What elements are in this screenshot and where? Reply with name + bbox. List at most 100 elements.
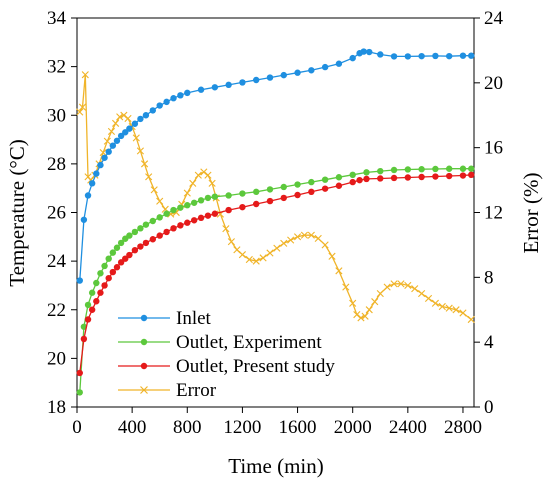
data-point-error bbox=[81, 71, 89, 79]
y-tick-label: 24 bbox=[47, 251, 67, 272]
data-point-inlet bbox=[84, 192, 92, 199]
data-point-error bbox=[140, 160, 149, 168]
data-point-inlet bbox=[308, 67, 315, 74]
data-point-error bbox=[349, 299, 357, 307]
data-point-outlet-present-study bbox=[97, 289, 104, 296]
data-point-error bbox=[208, 179, 216, 187]
data-point-inlet bbox=[149, 107, 157, 114]
data-point-outlet-present-study bbox=[93, 298, 100, 305]
legend-label-inlet: Inlet bbox=[176, 308, 212, 329]
data-point-outlet-present-study bbox=[163, 228, 170, 236]
data-point-error bbox=[452, 306, 460, 314]
data-point-error bbox=[107, 127, 116, 136]
data-point-outlet-experiment bbox=[335, 174, 343, 181]
data-point-error bbox=[103, 137, 111, 145]
data-point-outlet-experiment bbox=[113, 244, 121, 251]
data-point-outlet-experiment bbox=[266, 186, 274, 193]
data-point-outlet-experiment bbox=[390, 166, 398, 174]
y-tick-label: 20 bbox=[47, 348, 66, 369]
data-point-outlet-present-study bbox=[445, 172, 453, 180]
data-point-error bbox=[376, 289, 384, 298]
data-point-inlet bbox=[76, 277, 83, 284]
data-point-outlet-experiment bbox=[177, 204, 184, 211]
data-point-error bbox=[252, 257, 260, 265]
data-point-outlet-experiment bbox=[404, 166, 412, 173]
data-point-outlet-present-study bbox=[225, 206, 232, 214]
data-point-error bbox=[404, 281, 412, 290]
data-point-outlet-present-study bbox=[280, 194, 287, 202]
data-point-error bbox=[222, 225, 230, 233]
data-point-error bbox=[76, 108, 84, 116]
series-line-outlet-present-study bbox=[79, 174, 472, 374]
data-point-outlet-experiment bbox=[88, 289, 96, 296]
data-point-error bbox=[342, 283, 350, 291]
data-point-error bbox=[390, 280, 398, 288]
data-point-inlet bbox=[366, 48, 373, 56]
data-point-outlet-present-study bbox=[126, 251, 133, 259]
data-point-error bbox=[99, 148, 107, 157]
data-point-error bbox=[287, 236, 295, 244]
data-point-inlet bbox=[349, 54, 356, 62]
x-tick-label: 2000 bbox=[334, 417, 372, 438]
x-tick-label: 800 bbox=[173, 417, 202, 438]
x-tick-label: 400 bbox=[118, 417, 147, 438]
data-point-inlet bbox=[280, 71, 287, 79]
data-point-inlet bbox=[360, 48, 367, 55]
y-tick-label: 18 bbox=[47, 397, 66, 418]
data-point-error bbox=[136, 147, 144, 155]
data-point-inlet bbox=[432, 52, 439, 60]
data-point-inlet bbox=[404, 53, 412, 60]
y2-tick-label: 8 bbox=[484, 267, 494, 288]
data-point-error bbox=[150, 186, 158, 194]
data-point-error bbox=[467, 315, 475, 324]
data-point-error bbox=[112, 119, 120, 127]
data-point-error bbox=[361, 312, 369, 320]
data-point-outlet-present-study bbox=[253, 200, 260, 208]
data-point-inlet bbox=[266, 74, 274, 81]
data-point-error bbox=[204, 171, 212, 179]
data-point-inlet bbox=[113, 137, 121, 144]
data-point-inlet bbox=[156, 102, 163, 109]
data-point-outlet-present-study bbox=[184, 219, 191, 226]
data-point-outlet-present-study bbox=[170, 225, 177, 232]
data-point-inlet bbox=[390, 53, 398, 60]
x-tick-label: 1200 bbox=[223, 417, 261, 438]
data-point-outlet-present-study bbox=[432, 173, 439, 180]
data-point-inlet bbox=[131, 120, 139, 127]
data-point-outlet-present-study bbox=[363, 175, 370, 183]
data-point-outlet-present-study bbox=[211, 210, 219, 217]
data-point-error bbox=[424, 294, 433, 302]
data-point-outlet-present-study bbox=[137, 243, 144, 250]
data-point-outlet-present-study bbox=[76, 369, 83, 377]
data-point-outlet-experiment bbox=[204, 194, 212, 202]
data-point-inlet bbox=[225, 81, 232, 89]
data-point-error bbox=[365, 306, 373, 314]
data-point-inlet bbox=[126, 125, 133, 132]
y-tick-label: 30 bbox=[47, 105, 66, 126]
data-point-inlet bbox=[137, 115, 144, 123]
y-axis-title: Temperature (°C) bbox=[5, 139, 29, 286]
data-point-error bbox=[438, 302, 446, 311]
data-point-inlet bbox=[117, 132, 125, 140]
data-point-error bbox=[418, 289, 426, 298]
data-point-outlet-present-study bbox=[294, 191, 301, 199]
y2-tick-label: 20 bbox=[484, 73, 503, 94]
data-point-error bbox=[445, 304, 453, 312]
data-point-error bbox=[459, 309, 467, 317]
data-point-outlet-experiment bbox=[211, 193, 219, 200]
y-tick-label: 34 bbox=[47, 8, 67, 29]
y2-tick-label: 16 bbox=[484, 138, 503, 159]
data-point-error bbox=[273, 244, 281, 252]
x-tick-label: 0 bbox=[72, 417, 82, 438]
data-point-outlet-experiment bbox=[239, 190, 246, 197]
data-point-error bbox=[194, 171, 202, 179]
x-tick-label: 1600 bbox=[279, 417, 317, 438]
x-axis-title: Time (min) bbox=[228, 454, 323, 478]
data-point-outlet-present-study bbox=[321, 185, 329, 192]
data-point-outlet-experiment bbox=[253, 188, 260, 196]
data-point-outlet-experiment bbox=[321, 176, 329, 183]
data-point-outlet-present-study bbox=[156, 232, 163, 239]
data-point-error bbox=[300, 231, 309, 239]
data-point-inlet bbox=[101, 154, 108, 161]
data-point-outlet-present-study bbox=[356, 176, 363, 184]
